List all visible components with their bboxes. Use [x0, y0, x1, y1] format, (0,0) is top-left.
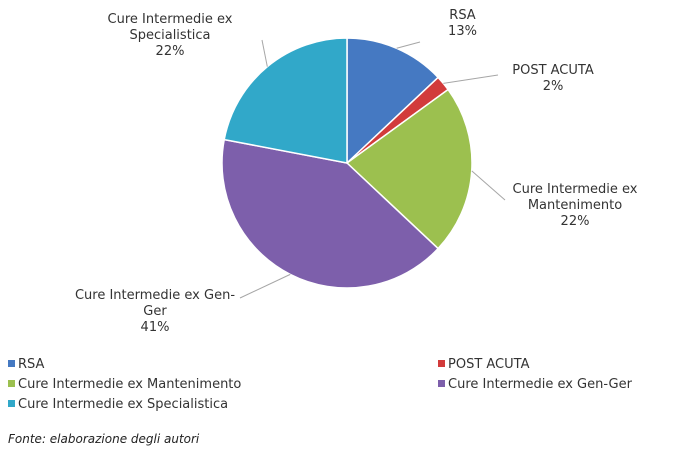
data-label: Cure Intermedie ex Specialistica 22% — [90, 12, 250, 60]
legend-item: RSA — [8, 357, 44, 372]
legend-swatch — [8, 360, 15, 367]
legend-label: RSA — [18, 357, 45, 372]
leader-line — [396, 41, 421, 49]
data-label: Cure Intermedie ex Mantenimento 22% — [495, 182, 655, 230]
pie-slice — [221, 138, 440, 289]
legend-item: Cure Intermedie ex Gen-Ger — [438, 377, 632, 392]
slice-category: Cure Intermedie ex Gen-Ger — [74, 288, 236, 319]
legend-swatch — [8, 380, 15, 387]
legend-item: Cure Intermedie ex Specialistica — [8, 397, 228, 412]
leader-line — [239, 273, 291, 299]
pie-slice — [345, 88, 473, 250]
leader-line — [261, 39, 268, 67]
legend-item: Cure Intermedie ex Mantenimento — [8, 377, 241, 392]
slice-value: 2% — [542, 79, 564, 94]
legend-swatch — [8, 400, 15, 407]
data-label: RSA 13% — [400, 8, 525, 40]
data-label: Cure Intermedie ex Gen-Ger 41% — [65, 288, 245, 336]
slice-category: Cure Intermedie ex Specialistica — [107, 12, 233, 43]
slice-value: 22% — [560, 214, 590, 229]
legend-label: Cure Intermedie ex Gen-Ger — [448, 377, 632, 392]
slice-value: 22% — [155, 44, 185, 59]
slice-value: 13% — [448, 24, 477, 39]
legend-label: Cure Intermedie ex Specialistica — [18, 397, 229, 412]
slice-category: Cure Intermedie ex Mantenimento — [512, 182, 638, 213]
source-note: Fonte: elaborazione degli autori — [8, 432, 200, 446]
legend-label: Cure Intermedie ex Mantenimento — [18, 377, 242, 392]
pie-slice — [223, 37, 348, 164]
slice-value: 41% — [140, 320, 170, 335]
legend-swatch — [438, 380, 445, 387]
legend-swatch — [438, 360, 445, 367]
leader-line — [471, 170, 506, 201]
data-label: POST ACUTA 2% — [488, 63, 618, 95]
legend-item: POST ACUTA — [438, 357, 529, 372]
leader-line — [443, 74, 499, 84]
slice-category: POST ACUTA — [512, 63, 594, 78]
slice-category: RSA — [449, 8, 476, 23]
pie-slice — [346, 37, 440, 165]
legend-label: POST ACUTA — [448, 357, 530, 372]
